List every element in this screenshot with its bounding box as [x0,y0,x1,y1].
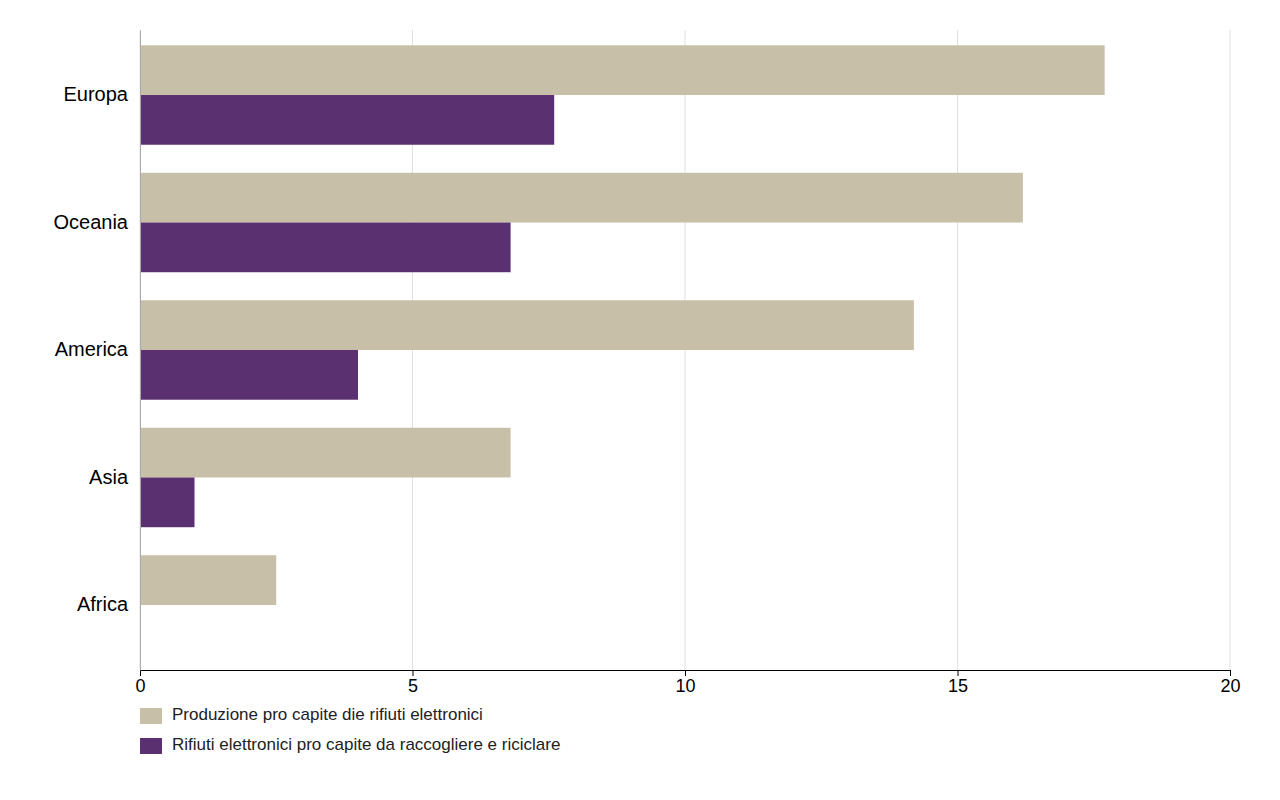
legend: Produzione pro capite die rifiuti elettr… [140,705,560,754]
bar [140,173,1023,223]
chart-container: 0 5 10 15 20 Europa Oceania America Asia Africa Pr… [0,0,1280,800]
bar [140,555,276,605]
grid-line [1230,30,1231,670]
tick-label: Oceania [54,211,129,233]
tick: 5 [408,670,418,696]
tick-label: 10 [675,676,695,696]
bars [140,45,1105,605]
axis-line [140,31,141,671]
tick-label: Africa [77,593,129,615]
tick-label: 20 [1220,676,1240,696]
tick: Oceania [54,211,129,233]
legend-swatch [140,738,162,754]
bar [140,300,914,350]
legend-swatch [140,708,162,724]
tick: 0 [135,670,145,696]
tick-label: 0 [135,676,145,696]
tick-label: 15 [948,676,968,696]
legend-label: Rifiuti elettronici pro capite da raccog… [172,735,560,754]
bar [140,95,554,145]
bar [140,45,1105,95]
legend-item: Rifiuti elettronici pro capite da raccog… [140,735,560,754]
bar [140,350,358,400]
tick: Asia [89,466,129,488]
tick: Africa [77,593,129,615]
legend-item: Produzione pro capite die rifiuti elettr… [140,705,483,724]
bar-series [140,95,554,527]
legend-label: Produzione pro capite die rifiuti elettr… [172,705,483,724]
tick: 20 [1220,670,1240,696]
bar [140,428,511,478]
tick: 10 [675,670,695,696]
tick-label: America [55,338,129,360]
x-axis: 0 5 10 15 20 [135,670,1240,696]
bar-series [140,45,1105,605]
plot-area: 0 5 10 15 20 Europa Oceania America Asia Africa [54,30,1241,696]
tick: Europa [64,83,129,105]
grid-line [140,30,141,670]
chart-svg: 0 5 10 15 20 Europa Oceania America Asia Africa Pr… [0,0,1280,800]
tick: America [55,338,129,360]
bar [140,477,195,527]
tick-label: 5 [408,676,418,696]
grid-line [957,30,958,670]
grid [140,30,1230,670]
bar [140,223,511,273]
tick-label: Europa [64,83,129,105]
y-axis: Europa Oceania America Asia Africa [54,31,141,671]
tick-label: Asia [89,466,129,488]
tick: 15 [948,670,968,696]
